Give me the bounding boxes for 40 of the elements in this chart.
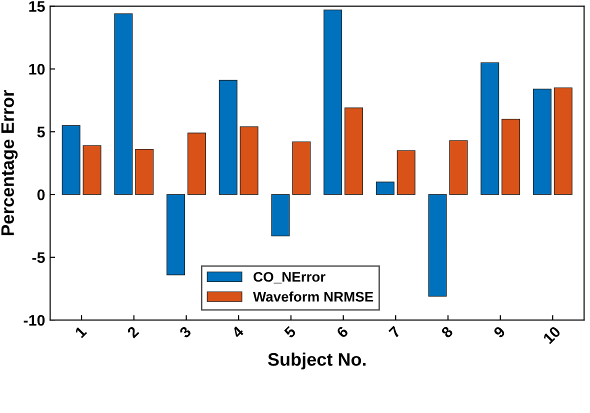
y-tick-label: -5 <box>32 252 45 263</box>
x-tick-label: 4 <box>231 325 244 339</box>
bar <box>428 194 447 297</box>
bar <box>480 62 500 195</box>
bar <box>135 148 154 195</box>
x-tick-label: 2 <box>126 326 140 338</box>
bar <box>324 10 342 195</box>
y-tick-label: 15 <box>29 1 45 12</box>
y-axis-title: Percentage Error <box>1 90 18 236</box>
bar <box>554 87 572 195</box>
bar <box>271 194 290 236</box>
bar <box>449 140 468 195</box>
bar <box>292 141 311 195</box>
bar <box>166 194 186 276</box>
bar <box>82 145 102 195</box>
bar <box>344 108 364 195</box>
x-tick-label: 10 <box>542 326 562 344</box>
legend-label: CO_NError <box>254 272 326 284</box>
y-tick-label: 0 <box>37 189 45 200</box>
bar <box>218 80 238 195</box>
y-tick-label: 5 <box>37 126 45 138</box>
bar <box>532 88 552 195</box>
x-tick-label: 8 <box>440 326 454 339</box>
bar <box>187 132 206 195</box>
bar <box>502 118 520 195</box>
x-tick-label: 6 <box>336 326 349 338</box>
x-tick-label: 1 <box>74 326 88 338</box>
y-tick-label: -10 <box>24 314 45 326</box>
x-tick-label: 7 <box>388 326 401 338</box>
bar <box>396 150 416 195</box>
x-tick-label: 3 <box>178 326 192 339</box>
y-tick-label: 10 <box>29 64 45 75</box>
legend-label: Waveform NRMSE <box>253 291 374 302</box>
bar <box>62 125 80 195</box>
x-axis-title: Subject No. <box>268 352 366 370</box>
x-tick-label: 9 <box>492 326 506 339</box>
x-tick-label: 5 <box>284 326 297 339</box>
bar <box>114 13 133 195</box>
bar <box>240 126 258 195</box>
bar <box>376 182 394 195</box>
